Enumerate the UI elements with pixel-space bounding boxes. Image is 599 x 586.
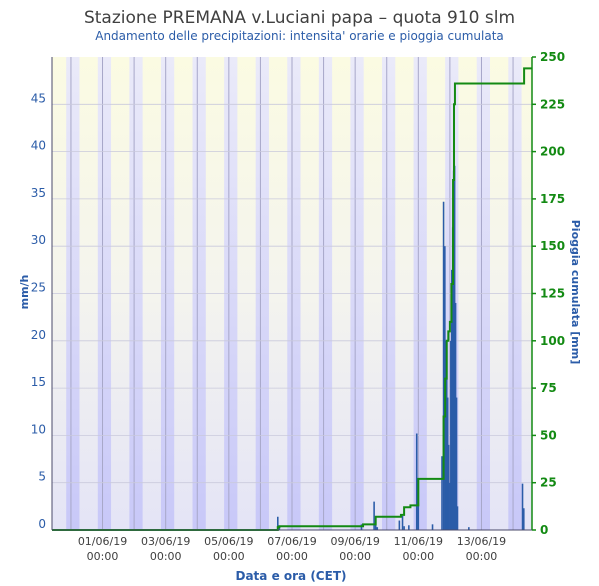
intensity-bar [523,508,525,530]
intensity-bar [453,165,456,531]
y-tick-label-right: 75 [540,381,557,395]
intensity-bar [449,482,451,530]
x-tick-label-date: 13/06/19 [457,535,506,548]
intensity-bar [442,201,445,530]
intensity-bar [450,340,452,530]
intensity-bar [451,269,453,530]
chart-title: Stazione PREMANA v.Luciani papa – quota … [83,8,516,28]
intensity-bar [441,456,443,530]
intensity-bar [456,506,459,530]
y-tick-label-left: 45 [31,91,46,105]
x-tick-label-date: 07/06/19 [267,535,316,548]
y-tick-label-right: 25 [540,476,557,490]
y-tick-label-left: 10 [31,422,46,436]
intensity-bar [445,350,448,530]
intensity-bar [417,503,420,530]
intensity-bar [408,525,410,530]
x-tick-label-date: 05/06/19 [204,535,253,548]
intensity-bar [451,227,454,530]
intensity-bar [401,515,404,530]
y-tick-label-left: 35 [31,186,46,200]
x-tick-label-date: 09/06/19 [330,535,379,548]
x-tick-label-time: 00:00 [150,550,182,563]
x-axis-label: Data e ora (CET) [236,569,347,583]
y-tick-label-left: 0 [38,517,46,531]
y-tick-label-right: 100 [540,334,565,348]
y-tick-label-right: 150 [540,239,565,253]
y-tick-label-left: 30 [31,233,46,247]
x-tick-label-time: 00:00 [213,550,245,563]
x-tick-label-date: 01/06/19 [78,535,127,548]
intensity-bar [403,526,405,530]
y-tick-label-right: 250 [540,50,565,64]
chart-subtitle: Andamento delle precipitazioni: intensit… [95,29,504,43]
cumulative-rain-line [52,67,532,531]
y-tick-label-right: 200 [540,145,565,159]
intensity-bar [446,397,449,530]
x-tick-label-time: 00:00 [466,550,498,563]
y-axis-right-label: Pioggia cumulata [mm] [569,220,582,365]
intensity-bar [447,444,450,530]
y-tick-label-right: 50 [540,428,557,442]
y-axis-left-label: mm/h [18,275,31,310]
intensity-bar [415,433,418,530]
y-tick-label-left: 40 [31,139,46,153]
y-tick-label-right: 225 [540,97,565,111]
x-tick-label-time: 00:00 [402,550,434,563]
x-tick-label-date: 03/06/19 [141,535,190,548]
y-tick-label-left: 25 [31,281,46,295]
y-tick-label-left: 20 [31,328,46,342]
x-tick-label-time: 00:00 [339,550,371,563]
intensity-bar [376,527,379,530]
cumulative-line [52,67,532,531]
x-tick-label-time: 00:00 [276,550,308,563]
intensity-bar [468,527,470,530]
intensity-bar [277,516,279,530]
y-tick-label-left: 15 [31,375,46,389]
intensity-bar [521,483,524,530]
intensity-bar [454,302,457,530]
x-tick-label-time: 00:00 [87,550,119,563]
intensity-bar [431,524,434,530]
intensity-bar [398,520,401,530]
y-tick-label-right: 175 [540,192,565,206]
intensity-bar [455,397,458,530]
intensity-bar [373,501,375,530]
y-tick-label-right: 0 [540,523,548,537]
x-tick-label-date: 11/06/19 [394,535,443,548]
y-tick-label-left: 5 [38,470,46,484]
y-tick-label-right: 125 [540,287,565,301]
intensity-bars [277,165,525,531]
axes: 0 5 10 15 20 25 30 35 40 45 0 25 50 75 100 125 150 175 200… [31,50,565,563]
intensity-bar [452,170,455,530]
intensity-bar [445,340,447,530]
